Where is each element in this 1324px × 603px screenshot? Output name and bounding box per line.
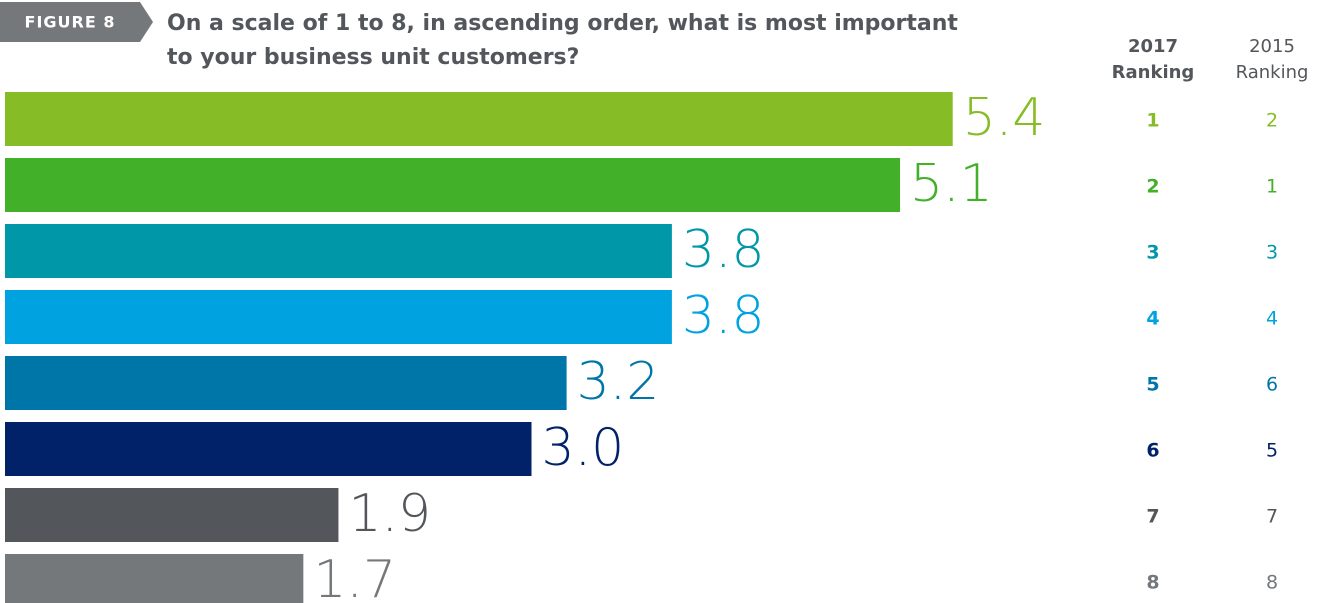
rank-2017: 1 — [1146, 110, 1159, 132]
chart-title: On a scale of 1 to 8, in ascending order… — [167, 11, 958, 36]
bar — [5, 422, 532, 476]
rank-2017: 7 — [1146, 506, 1159, 528]
rank-2017: 3 — [1146, 242, 1159, 264]
rank-2015: 5 — [1266, 440, 1278, 462]
column-header: Ranking — [1112, 62, 1195, 83]
column-header: Ranking — [1236, 62, 1309, 83]
rank-2015: 6 — [1266, 374, 1278, 396]
value-label: 3.8 — [682, 286, 765, 346]
value-label: 1.7 — [313, 550, 396, 603]
rank-2015: 3 — [1266, 242, 1278, 264]
bar — [5, 92, 953, 146]
bar — [5, 554, 304, 603]
value-label: 5.4 — [963, 88, 1046, 148]
value-label: 3.0 — [542, 418, 625, 478]
bar — [5, 290, 672, 344]
bar — [5, 356, 567, 410]
value-label: 3.8 — [682, 220, 765, 280]
bar — [5, 488, 339, 542]
rank-2017: 5 — [1146, 374, 1159, 396]
bar — [5, 224, 672, 278]
chart-title: to your business unit customers? — [167, 45, 579, 70]
rank-2017: 8 — [1146, 572, 1159, 594]
value-label: 5.1 — [910, 154, 993, 214]
rank-2015: 8 — [1266, 572, 1278, 594]
value-label: 1.9 — [348, 484, 431, 544]
rank-2017: 6 — [1146, 440, 1159, 462]
figure-tag — [0, 2, 153, 42]
rank-2015: 7 — [1266, 506, 1278, 528]
column-header: 2017 — [1128, 36, 1178, 57]
rank-2015: 4 — [1266, 308, 1278, 330]
rank-2017: 4 — [1146, 308, 1159, 330]
rank-2015: 1 — [1266, 176, 1278, 198]
rank-2017: 2 — [1146, 176, 1159, 198]
rank-2015: 2 — [1266, 110, 1278, 132]
column-header: 2015 — [1249, 36, 1295, 57]
bar — [5, 158, 901, 212]
figure-label: FIGURE 8 — [25, 13, 116, 32]
value-label: 3.2 — [577, 352, 660, 412]
